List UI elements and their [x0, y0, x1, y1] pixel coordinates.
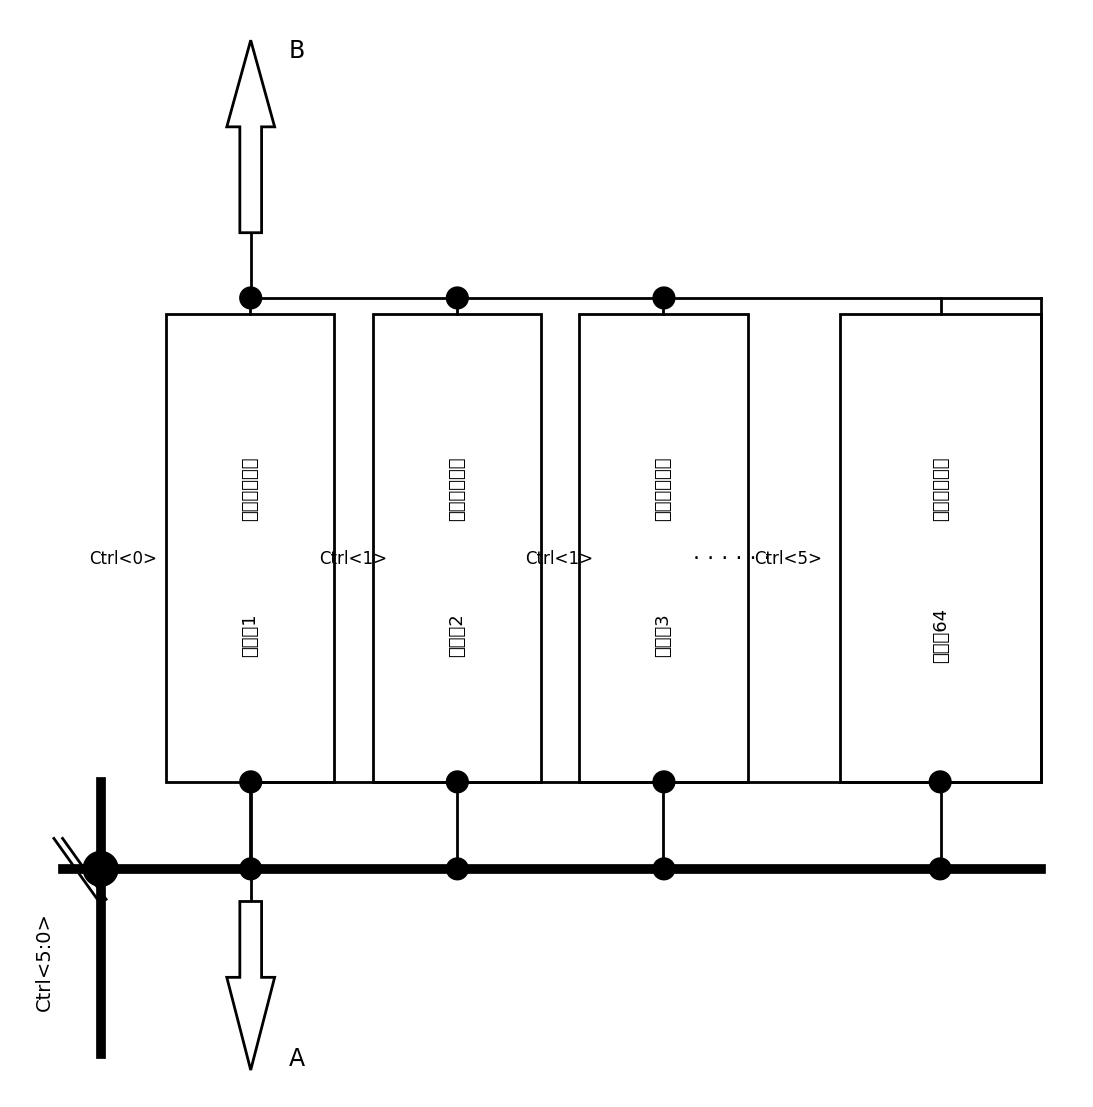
Text: 子单兡64: 子单兡64	[931, 608, 950, 663]
Circle shape	[654, 858, 674, 880]
Text: 固定电容阵列: 固定电容阵列	[655, 456, 672, 520]
Text: Ctrl<1>: Ctrl<1>	[319, 550, 387, 568]
Bar	[166, 314, 334, 782]
Polygon shape	[226, 901, 274, 1070]
Circle shape	[239, 770, 261, 793]
Circle shape	[929, 770, 951, 793]
Text: · · · · · ·: · · · · · ·	[693, 549, 771, 569]
Bar	[841, 314, 1042, 782]
Circle shape	[446, 858, 468, 880]
Circle shape	[446, 287, 468, 309]
Circle shape	[654, 287, 674, 309]
Text: B: B	[289, 39, 305, 63]
Text: 子单儔3: 子单儔3	[655, 613, 672, 656]
Text: Ctrl<5>: Ctrl<5>	[754, 550, 822, 568]
Text: 子单儔1: 子单儔1	[242, 613, 259, 656]
Circle shape	[83, 851, 118, 887]
Bar	[579, 314, 748, 782]
Text: 固定电容阵列: 固定电容阵列	[448, 456, 466, 520]
Polygon shape	[226, 40, 274, 232]
Circle shape	[654, 770, 674, 793]
Circle shape	[446, 770, 468, 793]
Circle shape	[929, 858, 951, 880]
Text: Ctrl<0>: Ctrl<0>	[90, 550, 157, 568]
Text: 固定电容阵列: 固定电容阵列	[242, 456, 259, 520]
Circle shape	[239, 287, 261, 309]
Text: A: A	[289, 1047, 305, 1072]
Text: 固定电容阵列: 固定电容阵列	[931, 456, 950, 520]
Text: 子单儔2: 子单儔2	[448, 613, 466, 656]
Text: Ctrl<5:0>: Ctrl<5:0>	[35, 912, 54, 1011]
Bar	[373, 314, 541, 782]
Text: Ctrl<1>: Ctrl<1>	[526, 550, 593, 568]
Circle shape	[239, 858, 261, 880]
